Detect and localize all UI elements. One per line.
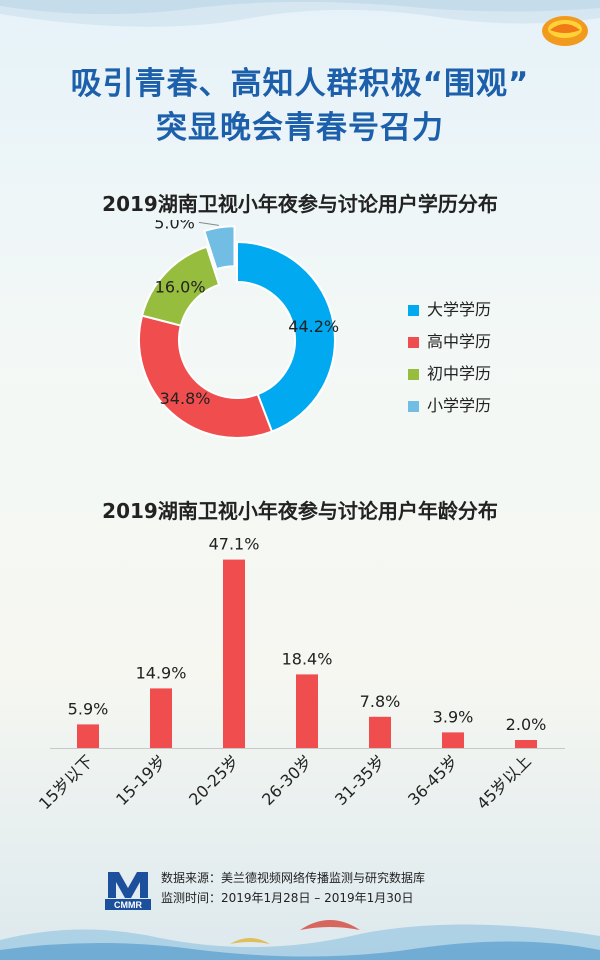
source-line-1: 数据来源：美兰德视频网络传播监测与研究数据库 (161, 871, 426, 885)
bar-0 (77, 724, 99, 748)
x-tick-label-1: 15-19岁 (112, 751, 170, 809)
page-title: 吸引青春、高知人群积极“围观” 突显晚会青春号召力 (0, 62, 600, 150)
legend-item-middle-school: 初中学历 (408, 358, 491, 390)
legend-label-middle-school: 初中学历 (427, 364, 492, 383)
legend-item-high-school: 高中学历 (408, 326, 491, 358)
leader-line-primary-school (198, 221, 219, 226)
bar-value-label-1: 14.9% (136, 663, 187, 682)
bar-4 (369, 716, 391, 748)
hunan-tv-logo (542, 16, 588, 46)
page-title-line-2: 突显晚会青春号召力 (156, 110, 444, 146)
legend-label-college: 大学学历 (427, 300, 492, 319)
bar-value-label-4: 7.8% (360, 692, 401, 711)
education-donut-chart: 44.2% 34.8% 16.0% 5.0% (138, 220, 339, 439)
donut-label-primary-school: 5.0% (154, 220, 195, 232)
legend-label-primary-school: 小学学历 (427, 396, 492, 415)
bar-value-label-2: 47.1% (209, 535, 260, 554)
education-chart-title: 2019湖南卫视小年夜参与讨论用户学历分布 (102, 192, 498, 216)
donut-slice-high-school (138, 314, 274, 439)
donut-slice-college (236, 240, 336, 433)
age-bar-chart: 5.9% 15岁以下 14.9% 15-19岁 47.1% 20-25岁 18.4% 26-3… (35, 535, 565, 813)
donut-slice-middle-school (140, 245, 221, 327)
legend-label-high-school: 高中学历 (427, 332, 492, 351)
cmmr-logo-text: CMMR (114, 900, 142, 910)
bar-value-label-6: 2.0% (506, 715, 547, 734)
legend-swatch-high-school (408, 336, 419, 348)
x-tick-label-4: 31-35岁 (331, 751, 389, 809)
x-tick-label-6: 45岁以上 (473, 751, 535, 813)
x-tick-label-0: 15岁以下 (35, 751, 97, 813)
top-decoration (0, 0, 600, 27)
donut-label-college: 44.2% (288, 317, 339, 336)
education-legend: 大学学历 高中学历 初中学历 小学学历 (408, 294, 491, 422)
bar-value-label-5: 3.9% (433, 707, 474, 726)
bar-value-label-3: 18.4% (282, 649, 333, 668)
bar-5 (442, 732, 464, 748)
source-line-2: 监测时间：2019年1月28日 – 2019年1月30日 (161, 891, 414, 905)
bar-1 (150, 688, 172, 748)
donut-label-middle-school: 16.0% (155, 278, 206, 297)
x-tick-label-5: 36-45岁 (404, 751, 462, 809)
age-chart-title: 2019湖南卫视小年夜参与讨论用户年龄分布 (102, 499, 498, 523)
legend-swatch-college (408, 304, 419, 316)
cmmr-logo: CMMR (105, 872, 151, 910)
donut-slice-primary-school (202, 225, 236, 271)
data-source: CMMR 数据来源：美兰德视频网络传播监测与研究数据库 监测时间：2019年1月… (105, 868, 575, 912)
legend-item-primary-school: 小学学历 (408, 390, 491, 422)
page-title-line-1: 吸引青春、高知人群积极“围观” (70, 66, 530, 102)
legend-item-college: 大学学历 (408, 294, 491, 326)
bar-6 (515, 740, 537, 748)
bar-2 (223, 559, 245, 748)
donut-label-high-school: 34.8% (160, 389, 211, 408)
legend-swatch-middle-school (408, 368, 419, 380)
x-tick-label-3: 26-30岁 (258, 751, 316, 809)
x-tick-label-2: 20-25岁 (185, 751, 243, 809)
bar-value-label-0: 5.9% (68, 699, 109, 718)
legend-swatch-primary-school (408, 400, 419, 412)
source-text: 数据来源：美兰德视频网络传播监测与研究数据库 监测时间：2019年1月28日 –… (161, 868, 425, 908)
bar-3 (296, 674, 318, 748)
